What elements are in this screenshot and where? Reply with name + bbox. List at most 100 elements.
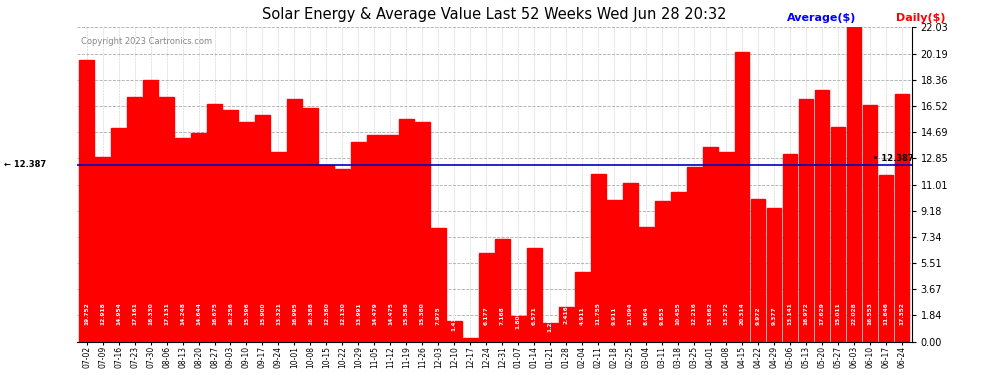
Bar [335, 168, 349, 342]
Text: 12.130: 12.130 [340, 302, 345, 324]
Text: 18.330: 18.330 [148, 302, 153, 324]
Bar [639, 226, 653, 342]
Bar [207, 104, 222, 342]
Text: 9.911: 9.911 [612, 306, 617, 324]
Bar [223, 110, 238, 342]
Bar [654, 201, 669, 342]
Text: 1.431: 1.431 [451, 313, 456, 332]
Text: 15.396: 15.396 [244, 302, 248, 324]
Bar [783, 154, 798, 342]
Text: 13.272: 13.272 [724, 302, 729, 324]
Bar [111, 128, 126, 342]
Bar [591, 174, 606, 342]
Text: 6.177: 6.177 [484, 306, 489, 324]
Text: 2.416: 2.416 [563, 306, 569, 324]
Bar [319, 165, 334, 342]
Text: 14.248: 14.248 [180, 302, 185, 324]
Bar [175, 138, 190, 342]
Text: 10.455: 10.455 [676, 302, 681, 324]
Bar [511, 316, 526, 342]
Text: 15.011: 15.011 [836, 302, 841, 324]
Text: 17.131: 17.131 [164, 302, 169, 324]
Bar [127, 97, 142, 342]
Text: 16.972: 16.972 [804, 302, 809, 324]
Bar [95, 157, 110, 342]
Text: 14.954: 14.954 [116, 302, 121, 324]
Bar [303, 108, 318, 342]
Bar [495, 239, 510, 342]
Text: Daily($): Daily($) [896, 13, 945, 23]
Bar [383, 135, 398, 342]
Text: 17.161: 17.161 [132, 302, 137, 324]
Bar [463, 338, 478, 342]
Text: 6.571: 6.571 [532, 306, 537, 324]
Text: 9.972: 9.972 [755, 306, 760, 324]
Text: 16.995: 16.995 [292, 302, 297, 324]
Bar [750, 200, 765, 342]
Text: 7.975: 7.975 [436, 306, 441, 324]
Text: 13.991: 13.991 [355, 302, 361, 324]
Bar [191, 133, 206, 342]
Bar [687, 167, 702, 342]
Text: Copyright 2023 Cartronics.com: Copyright 2023 Cartronics.com [81, 37, 212, 46]
Bar [895, 94, 910, 342]
Text: 13.141: 13.141 [788, 302, 793, 324]
Bar [767, 208, 781, 342]
Bar [240, 122, 253, 342]
Text: 8.064: 8.064 [644, 306, 648, 324]
Bar [415, 122, 430, 342]
Text: 14.479: 14.479 [372, 302, 377, 324]
Text: 11.755: 11.755 [596, 302, 601, 324]
Text: 11.646: 11.646 [883, 302, 889, 324]
Bar [719, 152, 734, 342]
Bar [799, 99, 814, 342]
Text: Average($): Average($) [787, 13, 856, 23]
Text: 13.321: 13.321 [276, 302, 281, 324]
Bar [479, 254, 494, 342]
Bar [735, 52, 749, 342]
Text: 9.377: 9.377 [771, 306, 776, 324]
Bar [862, 105, 877, 342]
Bar [351, 142, 365, 342]
Text: 4.911: 4.911 [580, 306, 585, 324]
Bar [159, 97, 174, 342]
Text: 16.675: 16.675 [212, 302, 217, 324]
Bar [623, 183, 638, 342]
Bar [703, 147, 718, 342]
Text: 16.256: 16.256 [228, 302, 233, 324]
Text: 14.475: 14.475 [388, 302, 393, 324]
Bar [527, 248, 542, 342]
Text: 16.388: 16.388 [308, 302, 313, 324]
Text: • 12.387: • 12.387 [872, 154, 913, 163]
Text: 16.553: 16.553 [867, 302, 872, 324]
Text: 14.644: 14.644 [196, 302, 201, 324]
Bar [399, 119, 414, 342]
Text: 19.752: 19.752 [84, 302, 89, 324]
Text: ← 12.387: ← 12.387 [5, 160, 47, 170]
Text: 12.380: 12.380 [324, 302, 329, 324]
Text: 15.588: 15.588 [404, 302, 409, 324]
Text: 22.028: 22.028 [851, 302, 856, 324]
Bar [846, 27, 861, 342]
Bar [431, 228, 446, 342]
Bar [144, 80, 157, 342]
Bar [575, 272, 590, 342]
Bar [271, 152, 286, 342]
Bar [287, 99, 302, 342]
Title: Solar Energy & Average Value Last 52 Weeks Wed Jun 28 20:32: Solar Energy & Average Value Last 52 Wee… [262, 7, 727, 22]
Text: 15.900: 15.900 [260, 302, 265, 324]
Text: 17.629: 17.629 [820, 302, 825, 324]
Bar [79, 60, 94, 342]
Text: 1.293: 1.293 [547, 314, 552, 332]
Text: 11.094: 11.094 [628, 302, 633, 324]
Bar [255, 115, 270, 342]
Bar [607, 200, 622, 342]
Text: 12.918: 12.918 [100, 302, 105, 324]
Text: 9.853: 9.853 [659, 306, 664, 324]
Text: 1.806: 1.806 [516, 310, 521, 329]
Bar [559, 307, 573, 342]
Bar [879, 176, 893, 342]
Text: 7.168: 7.168 [500, 306, 505, 324]
Bar [367, 135, 382, 342]
Bar [671, 192, 685, 342]
